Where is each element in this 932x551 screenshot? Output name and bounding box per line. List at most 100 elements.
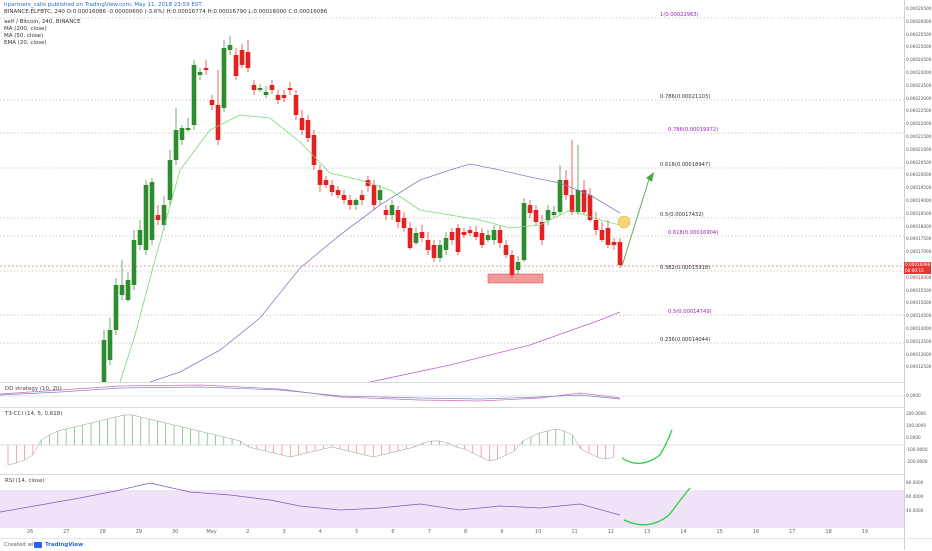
indicator-tick: 60.0000 <box>906 494 924 499</box>
candle-body <box>611 242 617 245</box>
projection-arrow <box>621 175 651 267</box>
candle-body <box>521 203 527 260</box>
fib-level-label: 0.236(0.00014044) <box>660 337 710 343</box>
candle-body <box>161 205 167 225</box>
indicator-tick: -200.0000 <box>906 459 928 464</box>
ema20-line <box>119 114 621 383</box>
time-tick: 13 <box>643 529 651 535</box>
candle-body <box>155 215 161 220</box>
candle-body <box>563 180 569 195</box>
candle-body <box>233 55 239 76</box>
time-tick: 3 <box>282 529 286 535</box>
candle-body <box>371 185 377 205</box>
candle-body <box>245 52 251 68</box>
candle-body <box>443 238 449 250</box>
candle-body <box>401 218 407 228</box>
fib-level-label: 0.382(0.00015918) <box>660 265 710 271</box>
price-tick: 0.00018500 <box>906 210 932 216</box>
price-tick: 0.00015500 <box>906 287 932 293</box>
time-tick: 27 <box>63 529 70 535</box>
candle-body <box>473 232 479 237</box>
candle-body <box>437 245 443 258</box>
candle-body <box>281 95 287 98</box>
time-tick: 5 <box>355 529 359 535</box>
indicator-tick: 80.0000 <box>906 480 924 485</box>
candle-body <box>113 285 119 330</box>
price-axis[interactable] <box>904 0 932 550</box>
fib-level-label: 0.5(0.00014749) <box>668 309 712 315</box>
indicator-ma50[interactable]: MA (50, close) <box>4 33 44 39</box>
time-tick: 8 <box>464 529 468 535</box>
candle-body <box>179 128 185 140</box>
candle-body <box>599 230 605 240</box>
indicator-tick: -100.0000 <box>906 447 928 452</box>
chart-header: hpartners_calls published on TradingView… <box>4 2 327 16</box>
time-tick: 11 <box>571 529 578 535</box>
candle-body <box>341 195 347 200</box>
time-tick: 15 <box>716 529 723 535</box>
rsi-line <box>0 482 621 516</box>
candle-body <box>593 220 599 230</box>
price-tick: 0.00018000 <box>906 223 932 229</box>
candle-body <box>227 45 233 50</box>
candle-body <box>617 242 623 265</box>
candle-body <box>137 230 143 245</box>
candle-body <box>515 262 521 270</box>
price-tick: 0.00024000 <box>906 70 932 75</box>
price-tick: 0.00023500 <box>906 82 932 88</box>
candle-body <box>461 232 467 235</box>
cci-projection-curve <box>621 429 673 464</box>
price-tick: 0.00013000 <box>906 351 932 357</box>
dd-strategy-label[interactable]: DD strategy (10, 20) <box>5 386 62 392</box>
t3-cci-label[interactable]: T3-CCI (14, 5, 0.618) <box>5 411 63 417</box>
pane-separator[interactable] <box>0 407 904 408</box>
candle-body <box>305 120 311 138</box>
candle-body <box>317 170 323 185</box>
time-tick: 29 <box>135 529 143 535</box>
candle-body <box>257 88 263 90</box>
indicator-ema20[interactable]: EMA (20, close) <box>4 40 47 46</box>
candle-body <box>533 210 539 222</box>
pane-separator[interactable] <box>0 382 904 383</box>
price-tick: 0.00020500 <box>906 159 932 165</box>
candle-body <box>395 210 401 222</box>
candle-body <box>575 190 581 212</box>
candle-body <box>347 200 353 205</box>
candle-body <box>413 233 419 243</box>
created-with-text: Created with <box>4 542 40 548</box>
fib-level-label: 0.5(0.00017432) <box>660 212 704 218</box>
candle-body <box>551 212 557 215</box>
ma50-line <box>149 163 621 383</box>
indicator-tick: 100.0000 <box>906 423 926 428</box>
candle-body <box>545 210 551 220</box>
price-tick: 0.00020000 <box>906 172 932 178</box>
pane-separator[interactable] <box>0 474 904 475</box>
target-marker <box>617 215 631 229</box>
candle-body <box>407 228 413 248</box>
price-tick: 0.00017500 <box>906 236 932 242</box>
tradingview-brand[interactable]: TradingView <box>45 542 84 548</box>
candle-body <box>503 245 509 255</box>
indicator-symbol[interactable]: aelf / Bitcoin, 240, BINANCE <box>4 19 81 25</box>
dd-line-2 <box>0 386 621 400</box>
time-tick: May <box>206 529 217 535</box>
indicator-tick: 200.0000 <box>906 411 926 416</box>
candle-body <box>419 232 425 238</box>
indicator-legend: aelf / Bitcoin, 240, BINANCE MA (200, cl… <box>4 19 81 47</box>
rsi-label[interactable]: RSI (14, close) <box>5 478 45 484</box>
candle-body <box>377 190 383 200</box>
price-chart-canvas[interactable]: 1(0.00022963) 0.786(0.00021103) 0.786(0.00… <box>0 0 904 538</box>
price-tick: 0.00026000 <box>906 18 932 24</box>
publisher-line[interactable]: hpartners_calls published on TradingView… <box>4 2 202 8</box>
candle-body <box>263 92 269 95</box>
candle-body <box>125 280 131 300</box>
indicator-ma200[interactable]: MA (200, close) <box>4 26 47 32</box>
price-tick: 0.00022500 <box>906 108 932 114</box>
candle-body <box>557 180 563 212</box>
candle-body <box>221 48 227 108</box>
time-tick: 12 <box>607 529 614 535</box>
candle-body <box>197 72 203 75</box>
last-price-value: 0.00016086 <box>905 262 931 267</box>
candle-body <box>539 222 545 240</box>
price-tick: 0.00022000 <box>906 121 932 127</box>
